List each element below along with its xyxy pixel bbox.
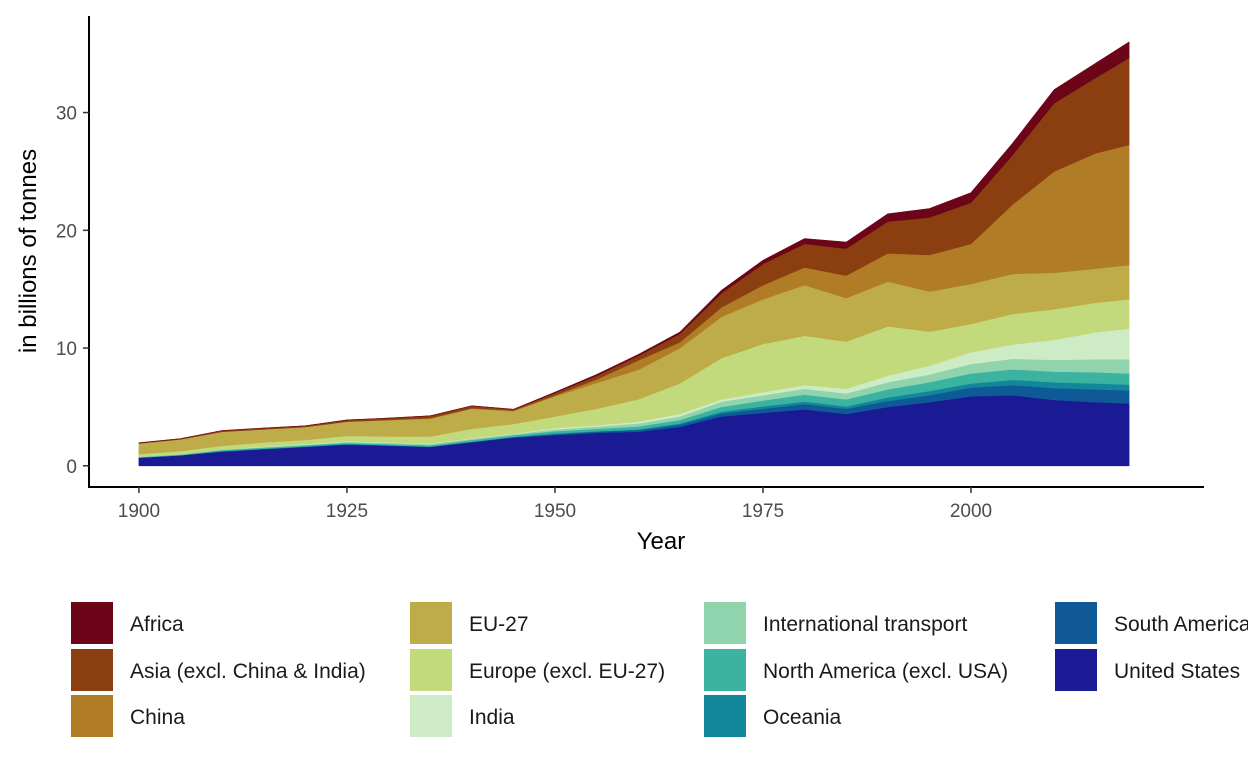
stacked-areas [138,41,1130,467]
legend-swatch-eu-27 [410,602,452,644]
x-axis-ticks: 1900 1925 1950 1975 2000 [118,487,992,522]
y-tick-label: 30 [56,104,77,125]
legend-label-asia-excl-china-india: Asia (excl. China & India) [130,660,366,683]
legend-label-china: China [130,706,185,729]
legend-swatch-north-america-excl-usa [704,649,746,691]
area-africa [138,41,1130,444]
x-tick-label: 1900 [118,501,160,522]
legend-label-south-america: South America [1114,613,1248,636]
legend-label-europe-excl-eu-27: Europe (excl. EU-27) [469,660,665,683]
x-tick-label: 1975 [742,501,784,522]
legend-label-africa: Africa [130,613,184,636]
legend-label-united-states: United States [1114,660,1240,683]
x-axis-title: Year [637,528,686,555]
legend-label-eu-27: EU-27 [469,613,529,636]
legend-swatch-united-states [1055,649,1097,691]
x-tick-label: 2000 [950,501,992,522]
legend-swatch-oceania [704,695,746,737]
legend-swatch-china [71,695,113,737]
x-tick-label: 1950 [534,501,576,522]
y-tick-label: 10 [56,339,77,360]
legend-swatch-south-america [1055,602,1097,644]
x-tick-label: 1925 [326,501,368,522]
legend-label-india: India [469,706,515,729]
y-axis-ticks: 0 10 20 30 [56,104,89,478]
legend-swatch-europe-excl-eu-27 [410,649,452,691]
legend-label-oceania: Oceania [763,706,842,729]
legend-label-international-transport: International transport [763,613,967,636]
y-axis-title: in billions of tonnes [15,149,42,353]
legend: Africa Asia (excl. China & India) China EU-… [71,602,1248,737]
legend-swatch-africa [71,602,113,644]
y-tick-label: 20 [56,221,77,242]
legend-swatch-international-transport [704,602,746,644]
legend-swatch-india [410,695,452,737]
legend-swatch-asia-excl-china-india [71,649,113,691]
y-tick-label: 0 [66,457,77,478]
legend-label-north-america-excl-usa: North America (excl. USA) [763,660,1008,683]
